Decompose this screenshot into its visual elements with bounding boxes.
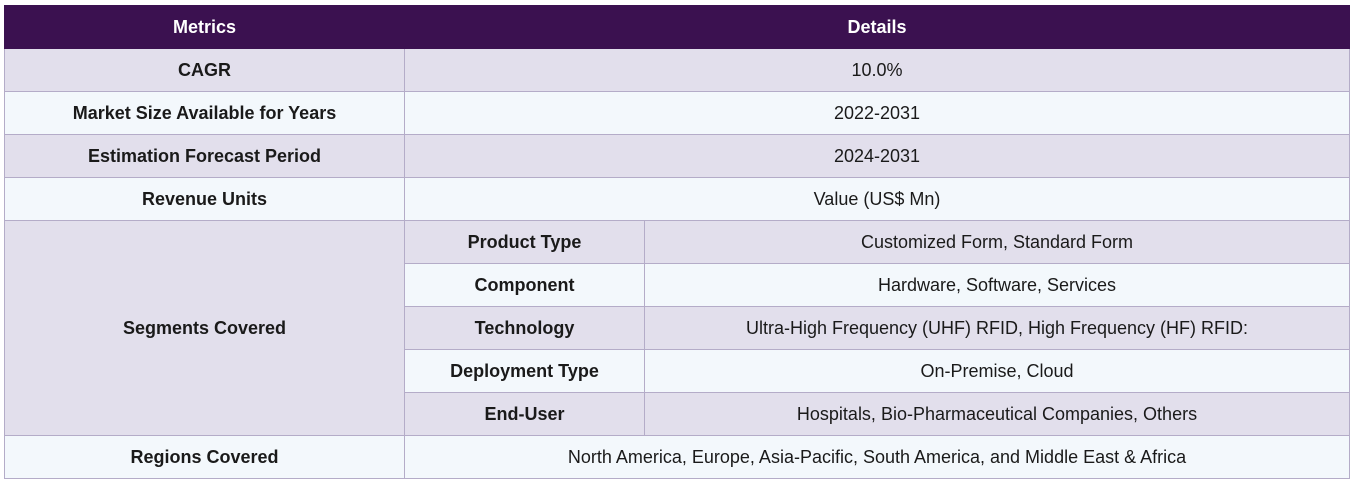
row-value: 2024-2031 — [404, 134, 1350, 178]
row-label: Market Size Available for Years — [4, 91, 405, 135]
table-row-regions-covered: Regions Covered North America, Europe, A… — [4, 435, 1350, 479]
segment-value: Customized Form, Standard Form — [644, 220, 1350, 264]
row-label: Revenue Units — [4, 177, 405, 221]
row-value: North America, Europe, Asia-Pacific, Sou… — [404, 435, 1350, 479]
table-header-row: Metrics Details — [4, 5, 1350, 49]
table-row-segment-technology: Technology Ultra-High Frequency (UHF) RF… — [5, 306, 1350, 350]
segments-covered-label: Segments Covered — [4, 220, 405, 436]
segment-label: Product Type — [404, 220, 645, 264]
table-row-cagr: CAGR 10.0% — [4, 48, 1350, 92]
segment-value: Hardware, Software, Services — [644, 263, 1350, 307]
row-label: CAGR — [4, 48, 405, 92]
metrics-header: Metrics — [4, 5, 405, 49]
row-value: Value (US$ Mn) — [404, 177, 1350, 221]
table-row-revenue-units: Revenue Units Value (US$ Mn) — [4, 177, 1350, 221]
table-row-market-size-years: Market Size Available for Years 2022-203… — [4, 91, 1350, 135]
report-metrics-table-container: Metrics Details CAGR 10.0% Market Size A… — [4, 5, 1350, 479]
segment-value: Hospitals, Bio-Pharmaceutical Companies,… — [644, 392, 1350, 436]
segment-label: End-User — [404, 392, 645, 436]
table-row-segment-end-user: End-User Hospitals, Bio-Pharmaceutical C… — [5, 392, 1350, 436]
segment-value: On-Premise, Cloud — [644, 349, 1350, 393]
table-row-forecast-period: Estimation Forecast Period 2024-2031 — [4, 134, 1350, 178]
segment-label: Deployment Type — [404, 349, 645, 393]
table-row-segment-component: Component Hardware, Software, Services — [5, 263, 1350, 307]
row-label: Estimation Forecast Period — [4, 134, 405, 178]
table-row-segment-deployment-type: Deployment Type On-Premise, Cloud — [5, 349, 1350, 393]
segment-label: Technology — [404, 306, 645, 350]
report-metrics-table: Metrics Details CAGR 10.0% Market Size A… — [4, 5, 1350, 479]
row-value: 10.0% — [404, 48, 1350, 92]
segment-value: Ultra-High Frequency (UHF) RFID, High Fr… — [644, 306, 1350, 350]
table-row-segment-product-type: Segments Covered Product Type Customized… — [4, 220, 1350, 436]
details-header: Details — [404, 5, 1350, 49]
row-value: 2022-2031 — [404, 91, 1350, 135]
row-label: Regions Covered — [4, 435, 405, 479]
segment-label: Component — [404, 263, 645, 307]
